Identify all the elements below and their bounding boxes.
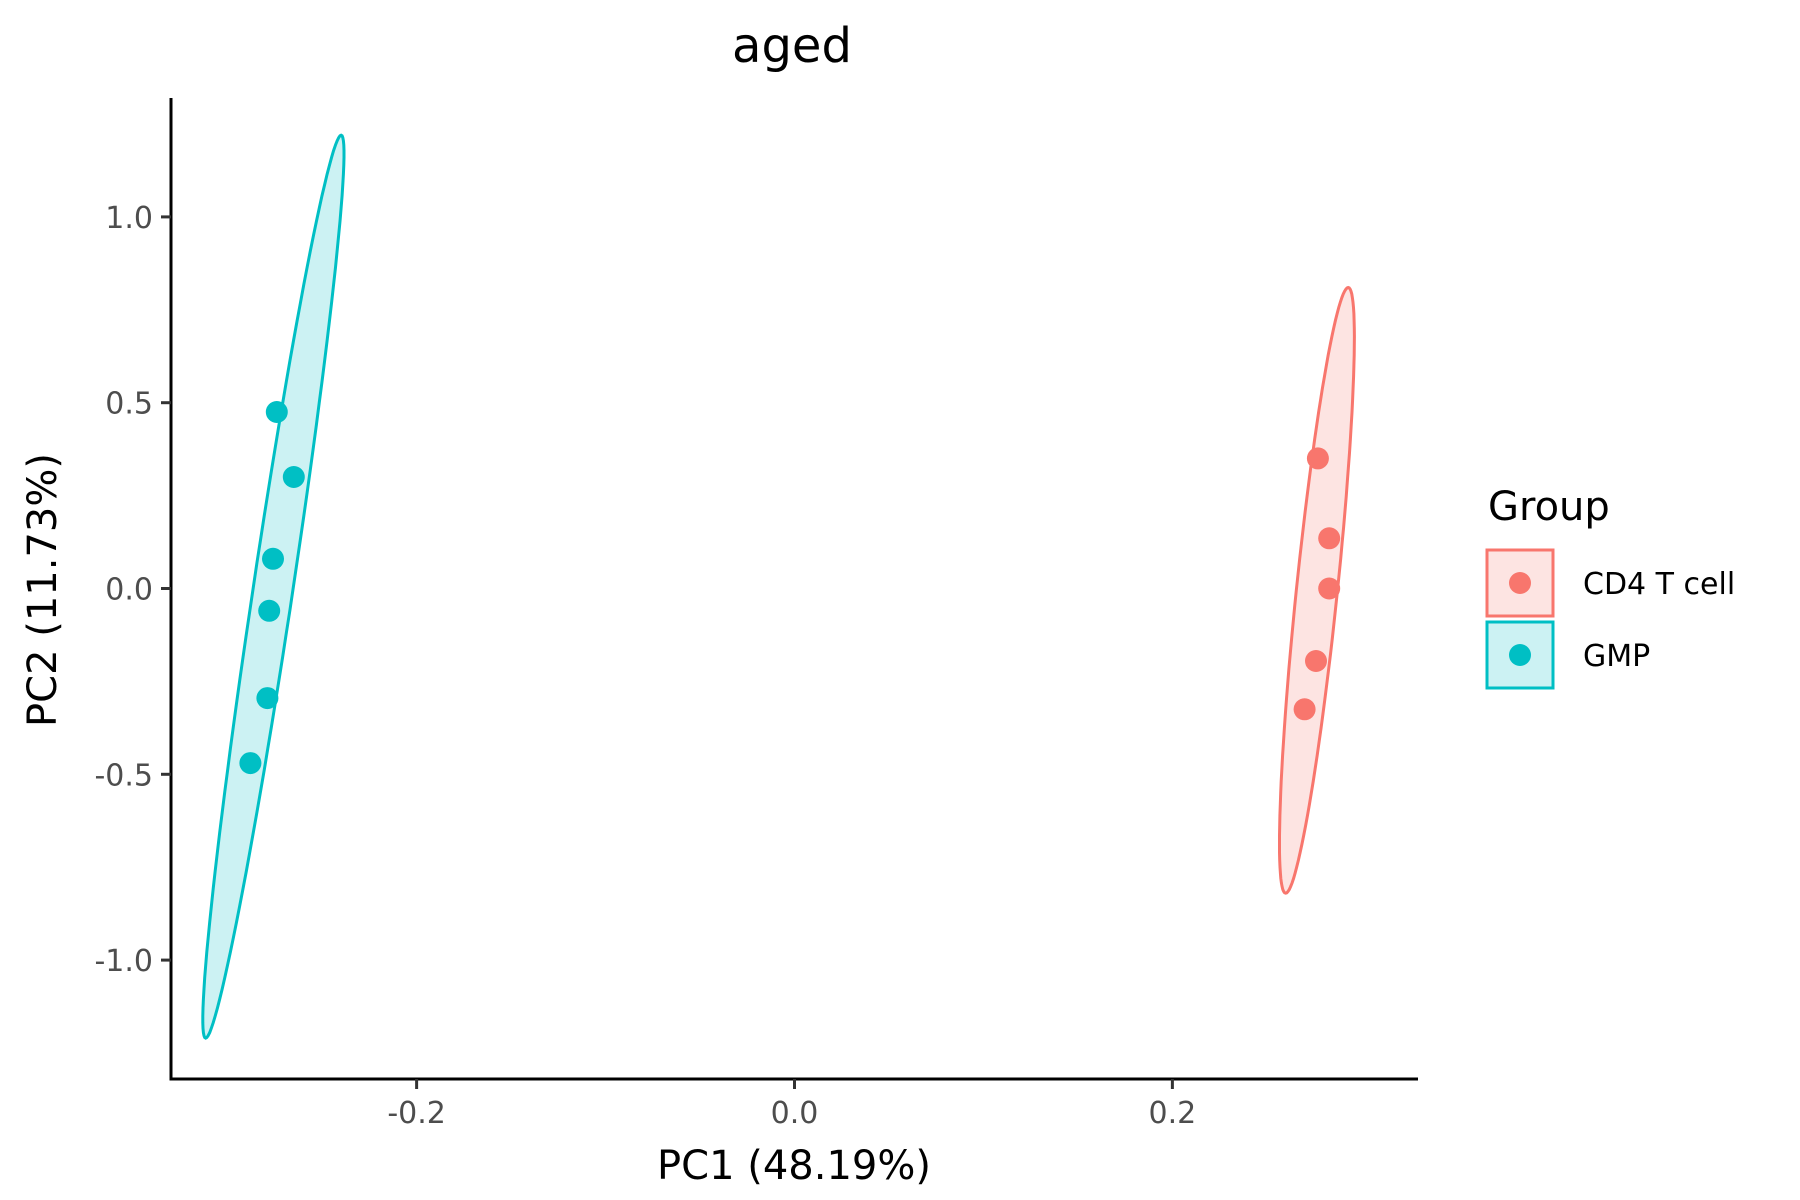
legend: Group CD4 T cell GMP (1485, 484, 1735, 690)
confidence-ellipse (1278, 285, 1356, 895)
x-tick-label: 0.2 (1149, 1096, 1197, 1131)
legend-label: CD4 T cell (1583, 567, 1735, 602)
y-tick-label: 0.0 (105, 573, 153, 608)
confidence-ellipse (201, 133, 346, 1040)
y-tick-label: -0.5 (94, 758, 153, 793)
confidence-ellipses (201, 133, 1356, 1040)
y-axis-title: PC2 (11.73%) (20, 453, 66, 727)
y-axis-ticks: 1.0 0.5 0.0 -0.5 -1.0 (94, 201, 171, 979)
y-tick-label: -1.0 (94, 944, 153, 979)
legend-point (1509, 572, 1531, 594)
data-point (1305, 650, 1327, 672)
data-point (256, 687, 279, 710)
data-point (265, 401, 288, 423)
chart-title: aged (732, 18, 852, 74)
data-point (282, 466, 305, 488)
data-points (239, 401, 1341, 775)
legend-title: Group (1488, 484, 1610, 530)
x-tick-label: 0.0 (771, 1096, 819, 1131)
x-axis-ticks: -0.2 0.0 0.2 (387, 1079, 1196, 1131)
data-point (239, 752, 262, 775)
data-point (1318, 577, 1341, 600)
data-point (258, 599, 281, 622)
legend-point (1509, 644, 1531, 666)
y-tick-label: 0.5 (105, 387, 153, 422)
data-point (1293, 698, 1316, 721)
data-point (262, 547, 284, 570)
x-tick-label: -0.2 (387, 1096, 446, 1131)
x-axis-title: PC1 (48.19%) (657, 1143, 931, 1189)
y-tick-label: 1.0 (105, 201, 153, 236)
legend-label: GMP (1583, 639, 1650, 674)
data-point (1306, 447, 1329, 470)
data-point (1318, 527, 1341, 550)
